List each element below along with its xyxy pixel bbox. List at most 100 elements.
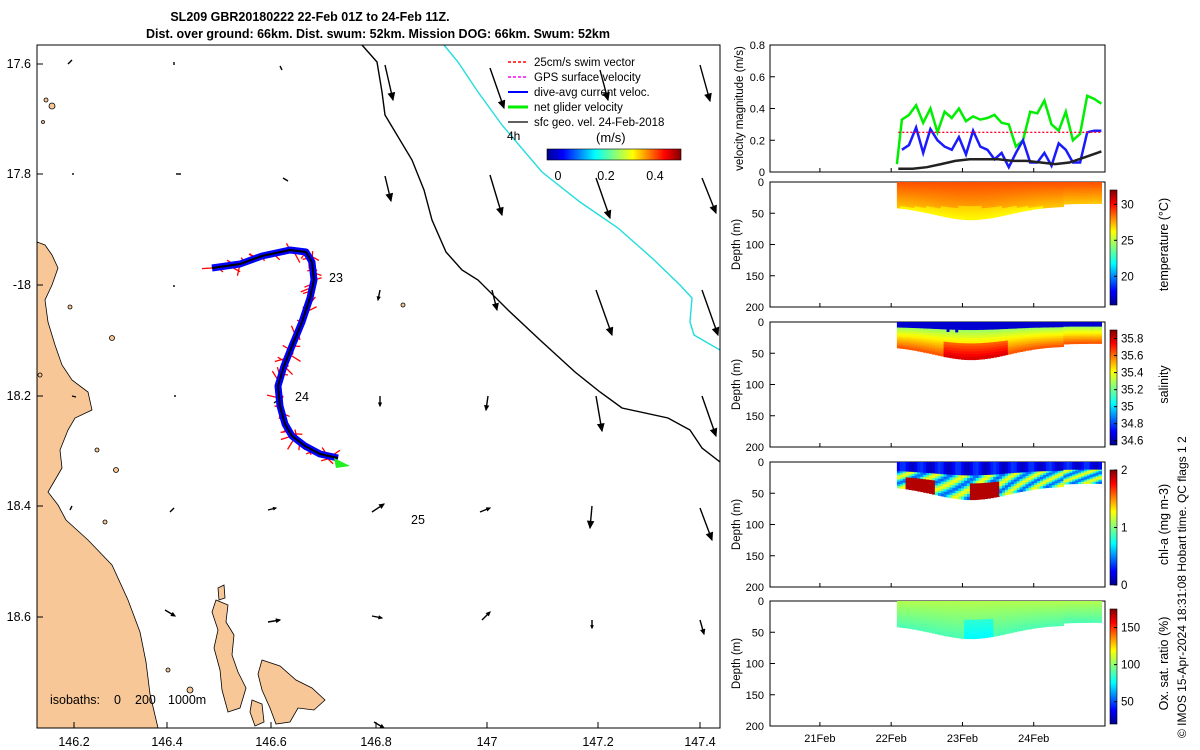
section-cell xyxy=(1028,603,1032,606)
section-cell xyxy=(1005,464,1009,468)
section-cell xyxy=(923,472,927,476)
section-cell xyxy=(908,329,913,333)
section-cell xyxy=(999,491,1003,494)
section-cell xyxy=(975,206,980,210)
section-cell xyxy=(1034,614,1038,617)
section-cell xyxy=(1092,602,1097,605)
colorbar-tick-label: 20 xyxy=(1121,271,1134,283)
section-cell xyxy=(931,328,936,332)
section-cell xyxy=(993,472,997,476)
section-cell xyxy=(969,324,974,328)
section-cell xyxy=(934,483,939,486)
section-cell xyxy=(940,618,945,621)
section-cell xyxy=(981,606,986,610)
section-cell xyxy=(1060,343,1064,346)
depth-tick-label: 0 xyxy=(758,317,764,329)
section-cell xyxy=(946,189,951,193)
section-cell xyxy=(1078,480,1082,483)
section-cell xyxy=(940,326,945,330)
section-cell xyxy=(949,182,953,186)
section-cell xyxy=(972,327,977,331)
section-cell xyxy=(1016,182,1021,185)
section-cell xyxy=(984,197,988,201)
section-cell xyxy=(934,610,939,614)
section-cell xyxy=(934,624,939,628)
section-cell xyxy=(917,607,921,610)
section-cell xyxy=(1066,474,1070,477)
section-cell xyxy=(1013,197,1018,201)
section-cell xyxy=(1086,335,1091,338)
section-cell xyxy=(999,208,1003,212)
section-cell xyxy=(1043,183,1047,187)
section-cell xyxy=(908,345,913,349)
section-cell xyxy=(911,620,915,624)
section-cell xyxy=(937,478,942,482)
section-cell xyxy=(899,602,904,606)
section-cell xyxy=(1081,323,1085,326)
section-cell xyxy=(975,614,980,618)
section-cell xyxy=(958,632,962,636)
section-cell xyxy=(920,468,924,471)
section-cell xyxy=(920,324,924,327)
section-cell xyxy=(899,484,904,487)
section-cell xyxy=(937,629,942,633)
section-cell xyxy=(1037,342,1041,346)
section-cell xyxy=(984,624,988,628)
section-cell xyxy=(896,331,901,334)
section-cell xyxy=(955,482,959,487)
section-cell xyxy=(1069,335,1073,338)
section-cell xyxy=(1060,463,1064,466)
section-cell xyxy=(969,351,974,355)
section-cell xyxy=(946,628,951,632)
section-cell xyxy=(1005,191,1009,195)
section-cell xyxy=(967,462,971,466)
section-cell xyxy=(1075,328,1079,331)
section-cell xyxy=(923,347,927,351)
section-cell xyxy=(934,462,939,465)
section-cell xyxy=(1007,200,1012,204)
section-cell xyxy=(1031,337,1035,341)
section-cell xyxy=(905,487,910,490)
section-cell xyxy=(902,337,907,340)
section-cell xyxy=(1051,345,1056,348)
section-cell xyxy=(902,486,907,490)
section-cell xyxy=(1083,191,1088,194)
section-cell xyxy=(1013,483,1018,487)
section-cell xyxy=(923,466,927,470)
section-cell xyxy=(1043,465,1047,469)
section-cell xyxy=(984,495,988,499)
section-cell xyxy=(899,204,904,207)
section-cell xyxy=(920,188,924,191)
sfc-arrow-head xyxy=(497,99,506,110)
section-cell xyxy=(1013,618,1018,622)
section-cell xyxy=(1005,485,1009,489)
section-cell xyxy=(943,466,948,470)
section-cell xyxy=(1016,343,1021,347)
section-cell xyxy=(969,195,974,199)
section-cell xyxy=(996,354,1000,358)
section-cell xyxy=(1005,202,1009,206)
section-cell xyxy=(905,469,910,473)
section-cell xyxy=(908,462,913,465)
section-cell xyxy=(1086,198,1091,201)
section-cell xyxy=(1081,328,1085,331)
section-cell xyxy=(961,208,965,212)
section-cell xyxy=(926,612,930,615)
section-cell xyxy=(993,633,997,637)
section-cell xyxy=(940,615,945,619)
section-cell xyxy=(929,603,933,606)
section-cell xyxy=(1025,625,1029,628)
section-cell xyxy=(958,189,962,194)
section-cell xyxy=(1022,324,1026,327)
section-cell xyxy=(952,345,956,349)
section-cell xyxy=(1040,327,1044,331)
section-cell xyxy=(990,613,994,617)
section-cell xyxy=(1013,203,1018,207)
section-cell xyxy=(958,213,962,217)
section-cell xyxy=(1072,326,1076,329)
section-cell xyxy=(1092,462,1097,465)
section-cell xyxy=(905,325,910,329)
section-cell xyxy=(955,202,959,207)
section-cell xyxy=(1037,486,1041,489)
